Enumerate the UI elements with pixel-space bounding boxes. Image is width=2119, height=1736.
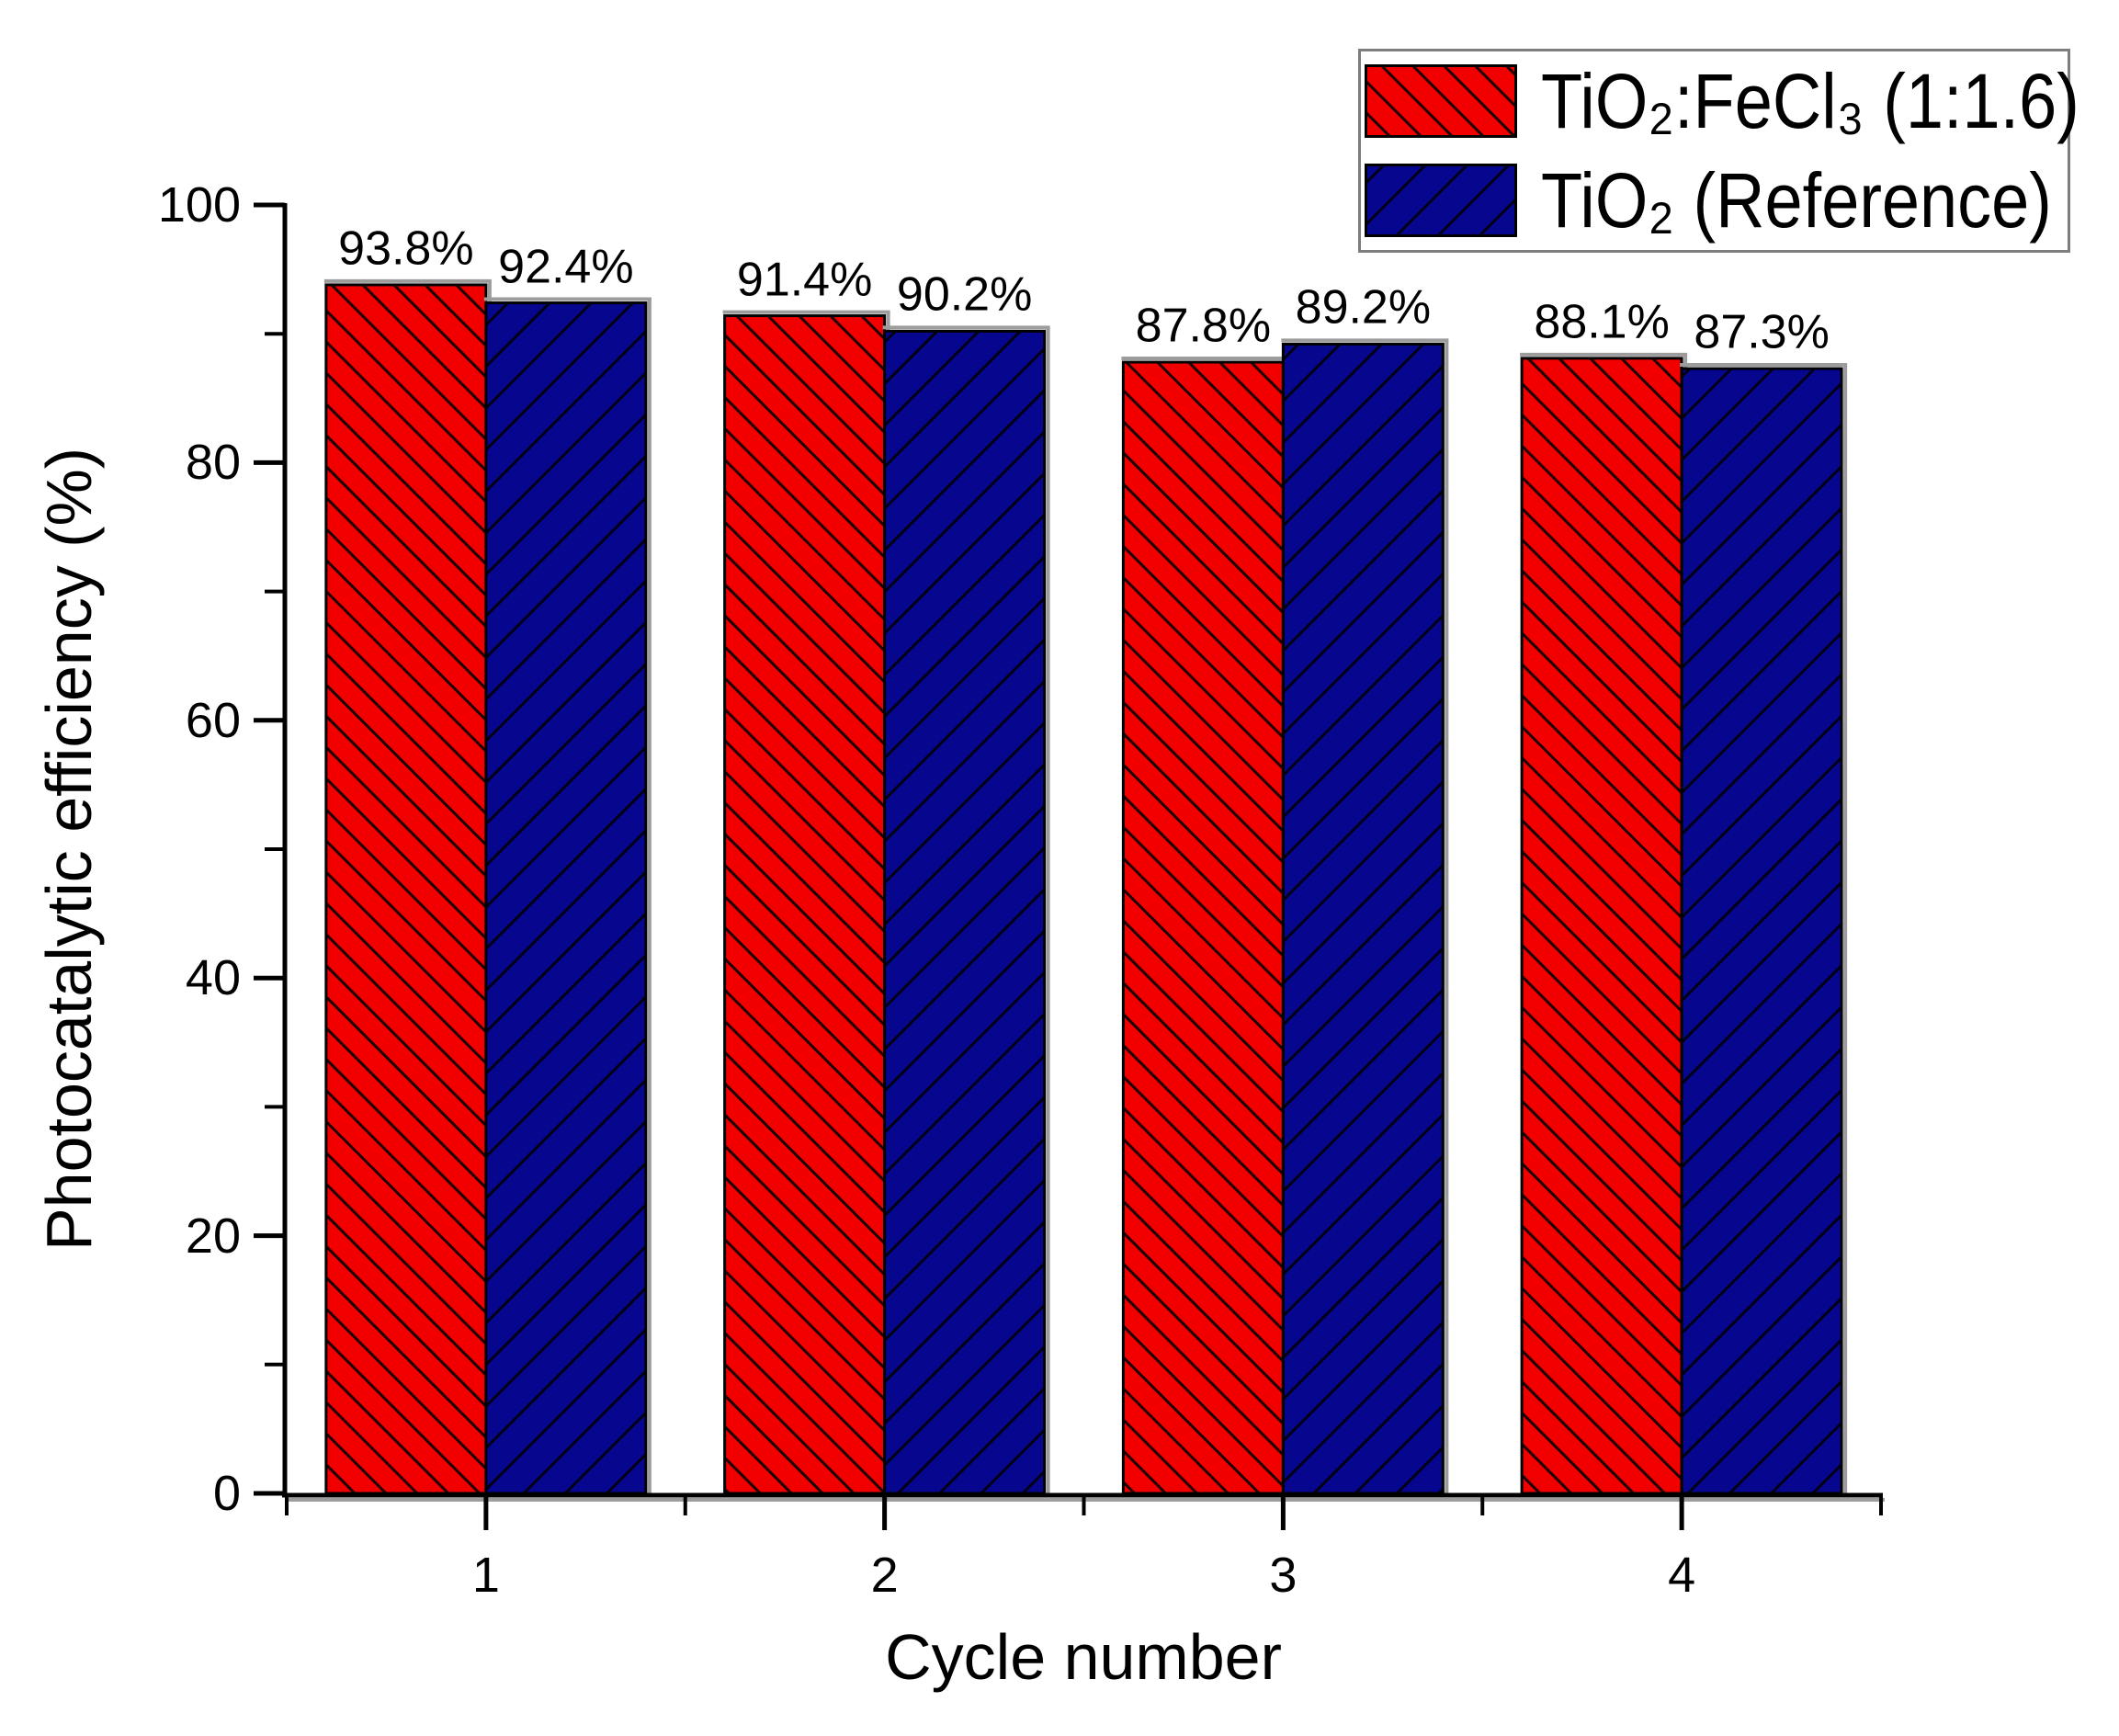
bar-series1-cycle3 xyxy=(1281,342,1445,1495)
y-axis-title: Photocatalytic efficiency (%) xyxy=(33,447,105,1252)
bar-series1-cycle1 xyxy=(484,301,648,1495)
bar-series0-cycle4 xyxy=(1520,357,1683,1495)
bar-series1-cycle2 xyxy=(883,329,1047,1495)
x-axis-title: Cycle number xyxy=(885,1621,1282,1693)
legend-label: TiO₂:FeCl₃ (1:1.6) xyxy=(1541,58,2079,144)
legend-swatch-red-hatch-icon xyxy=(1365,64,1517,138)
legend-item-tio2-reference: TiO₂ (Reference) xyxy=(1361,151,2068,250)
legend-swatch-navy-hatch-icon xyxy=(1365,164,1517,237)
bar-series0-cycle2 xyxy=(723,314,887,1495)
legend-label: TiO₂ (Reference) xyxy=(1541,157,2052,244)
legend-item-tio2-fecl3: TiO₂:FeCl₃ (1:1.6) xyxy=(1361,51,2079,151)
bar-series0-cycle3 xyxy=(1121,360,1285,1495)
legend: TiO₂:FeCl₃ (1:1.6) TiO₂ (Reference) xyxy=(1358,49,2079,253)
bar-series0-cycle1 xyxy=(324,283,488,1495)
bar-series1-cycle4 xyxy=(1680,367,1843,1495)
